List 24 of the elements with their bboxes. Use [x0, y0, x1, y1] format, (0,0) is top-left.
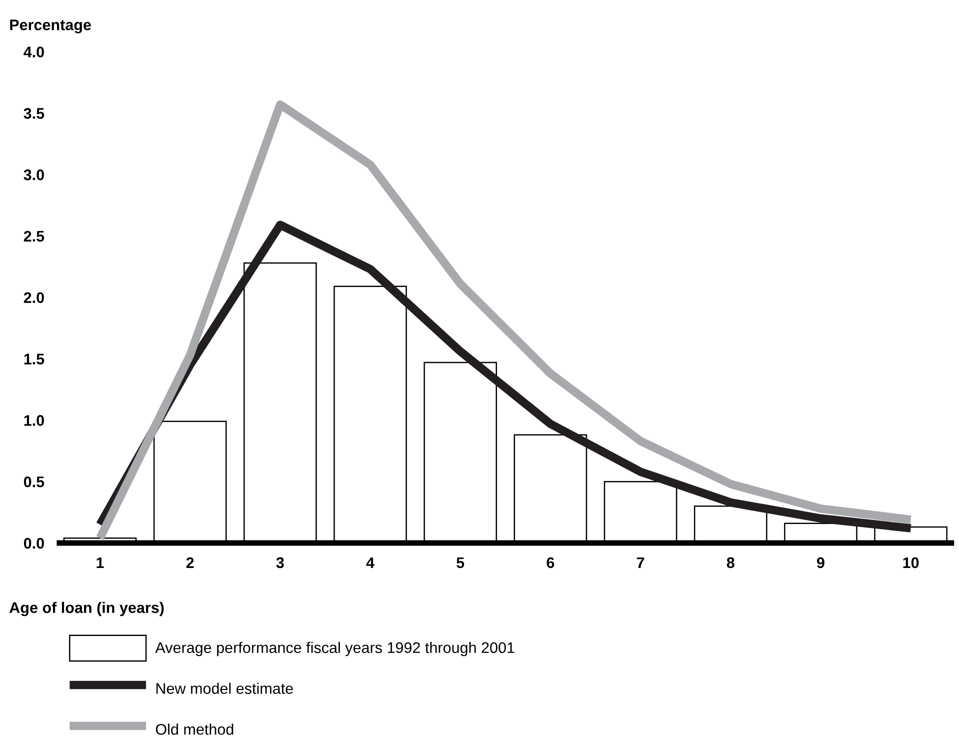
x-tick-label: 10: [903, 557, 919, 568]
x-tick-label: 4: [366, 557, 374, 568]
legend-label: Old method: [156, 724, 234, 735]
x-tick-label: 5: [456, 557, 464, 568]
y-tick-label: 4.0: [24, 46, 44, 58]
y-tick-label: 3.5: [24, 108, 44, 119]
x-tick-label: 1: [96, 557, 104, 568]
y-tick-label: 2.0: [24, 292, 44, 304]
y-tick-label: 2.5: [24, 230, 44, 242]
y-tick-label: 0.0: [24, 538, 44, 549]
y-tick-label: 1.0: [24, 415, 44, 426]
legend-label: Average performance fiscal years 1992 through 2001: [155, 642, 514, 656]
x-tick-label: 9: [816, 557, 824, 568]
x-tick-label: 8: [726, 557, 734, 568]
legend-label: New model estimate: [156, 682, 293, 694]
y-tick-label: 1.5: [24, 354, 44, 364]
y-tick-label: 3.0: [24, 169, 44, 180]
y-tick-label: 0.5: [24, 476, 44, 488]
x-tick-label: 7: [636, 557, 644, 568]
x-tick-label: 2: [186, 557, 194, 568]
x-tick-label: 6: [546, 557, 554, 568]
x-axis-title: Age of loan (in years): [9, 602, 164, 616]
x-tick-label: 3: [276, 557, 284, 568]
y-axis-title: Percentage: [10, 20, 91, 34]
